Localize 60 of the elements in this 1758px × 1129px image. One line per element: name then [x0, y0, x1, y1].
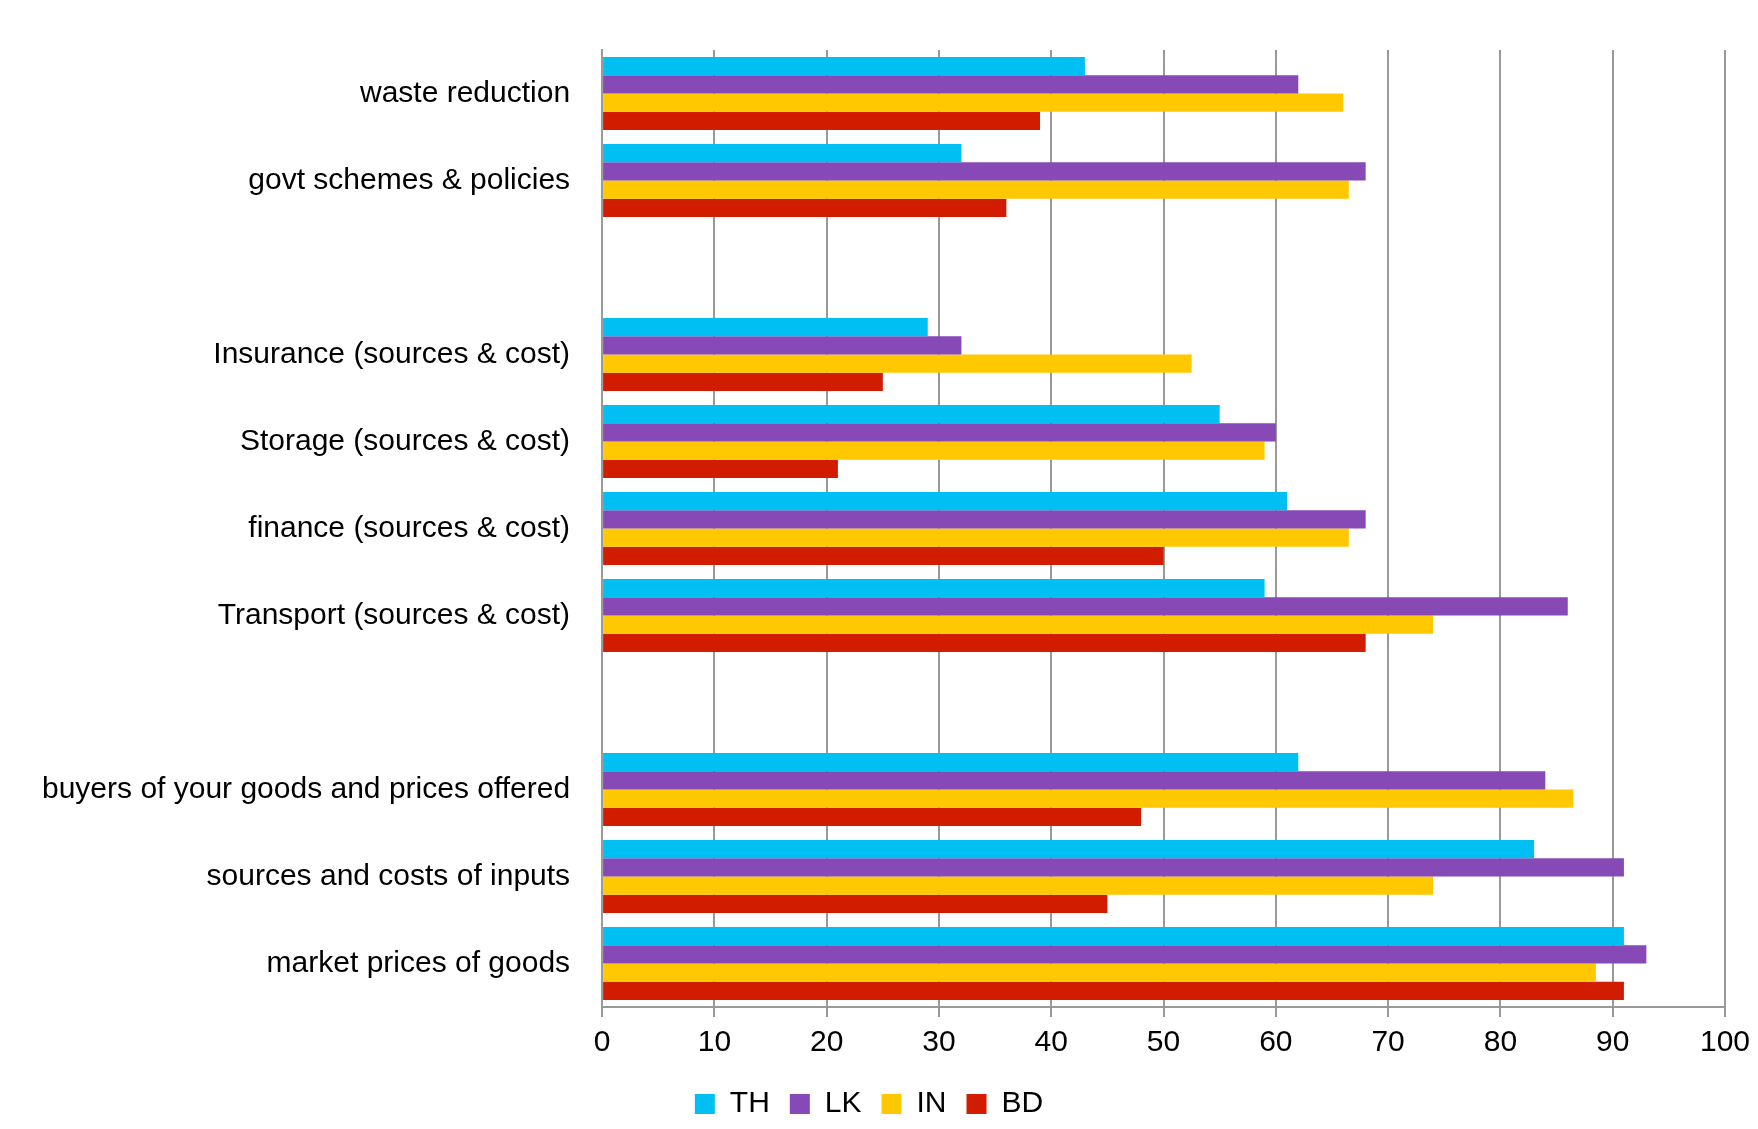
y-tick-label: buyers of your goods and prices offered — [42, 770, 571, 804]
bar — [603, 75, 1299, 94]
bar — [603, 789, 1574, 808]
bar — [603, 198, 1007, 218]
bar — [603, 894, 1108, 914]
bar — [603, 752, 1299, 772]
bar — [603, 963, 1596, 982]
bar — [603, 578, 1265, 598]
bar — [603, 441, 1265, 460]
x-tick-label: 90 — [1596, 1024, 1630, 1058]
y-tick-label: govt schemes & policies — [248, 161, 571, 195]
bar — [603, 981, 1624, 1001]
bar — [603, 317, 928, 337]
x-tick-label: 40 — [1034, 1024, 1068, 1058]
bar — [603, 143, 962, 163]
legend-label: LK — [824, 1085, 862, 1119]
bar — [603, 56, 1085, 76]
bar — [603, 162, 1366, 181]
bar — [603, 807, 1142, 827]
bar — [603, 876, 1434, 895]
bar — [603, 926, 1624, 946]
bar — [603, 423, 1276, 442]
bar — [603, 771, 1546, 790]
bar — [603, 633, 1366, 653]
bar — [603, 372, 883, 392]
bar — [603, 404, 1220, 424]
x-tick-label: 70 — [1371, 1024, 1405, 1058]
bar — [603, 93, 1344, 112]
bar — [603, 546, 1164, 566]
y-tick-label: sources and costs of inputs — [206, 857, 571, 891]
bar — [603, 945, 1647, 964]
x-tick-label: 50 — [1146, 1024, 1181, 1058]
y-tick-label: Insurance (sources & cost) — [213, 335, 571, 369]
legend-label: IN — [916, 1085, 947, 1119]
bar — [603, 180, 1349, 199]
bar — [603, 459, 838, 479]
bar — [603, 528, 1349, 547]
bar — [603, 839, 1535, 859]
bar — [603, 615, 1434, 634]
y-tick-label: Storage (sources & cost) — [239, 422, 571, 456]
x-tick-label: 30 — [922, 1024, 956, 1058]
x-tick-label: 60 — [1259, 1024, 1293, 1058]
bar — [603, 597, 1568, 616]
bar — [603, 111, 1041, 131]
legend-label: BD — [1001, 1085, 1044, 1119]
x-tick-label: 100 — [1699, 1024, 1750, 1058]
x-tick-label: 0 — [593, 1024, 611, 1058]
y-tick-label: waste reduction — [358, 74, 571, 108]
x-tick-label: 10 — [697, 1024, 732, 1058]
bar — [603, 858, 1624, 877]
bar — [603, 354, 1192, 373]
bar — [603, 336, 962, 355]
y-tick-label: market prices of goods — [266, 944, 571, 978]
legend-label: TH — [729, 1085, 770, 1119]
x-tick-label: 80 — [1483, 1024, 1518, 1058]
bar — [603, 491, 1288, 511]
bar — [603, 510, 1366, 529]
y-tick-label: finance (sources & cost) — [248, 509, 571, 543]
x-tick-label: 20 — [809, 1024, 844, 1058]
y-tick-label: Transport (sources & cost) — [217, 596, 571, 630]
